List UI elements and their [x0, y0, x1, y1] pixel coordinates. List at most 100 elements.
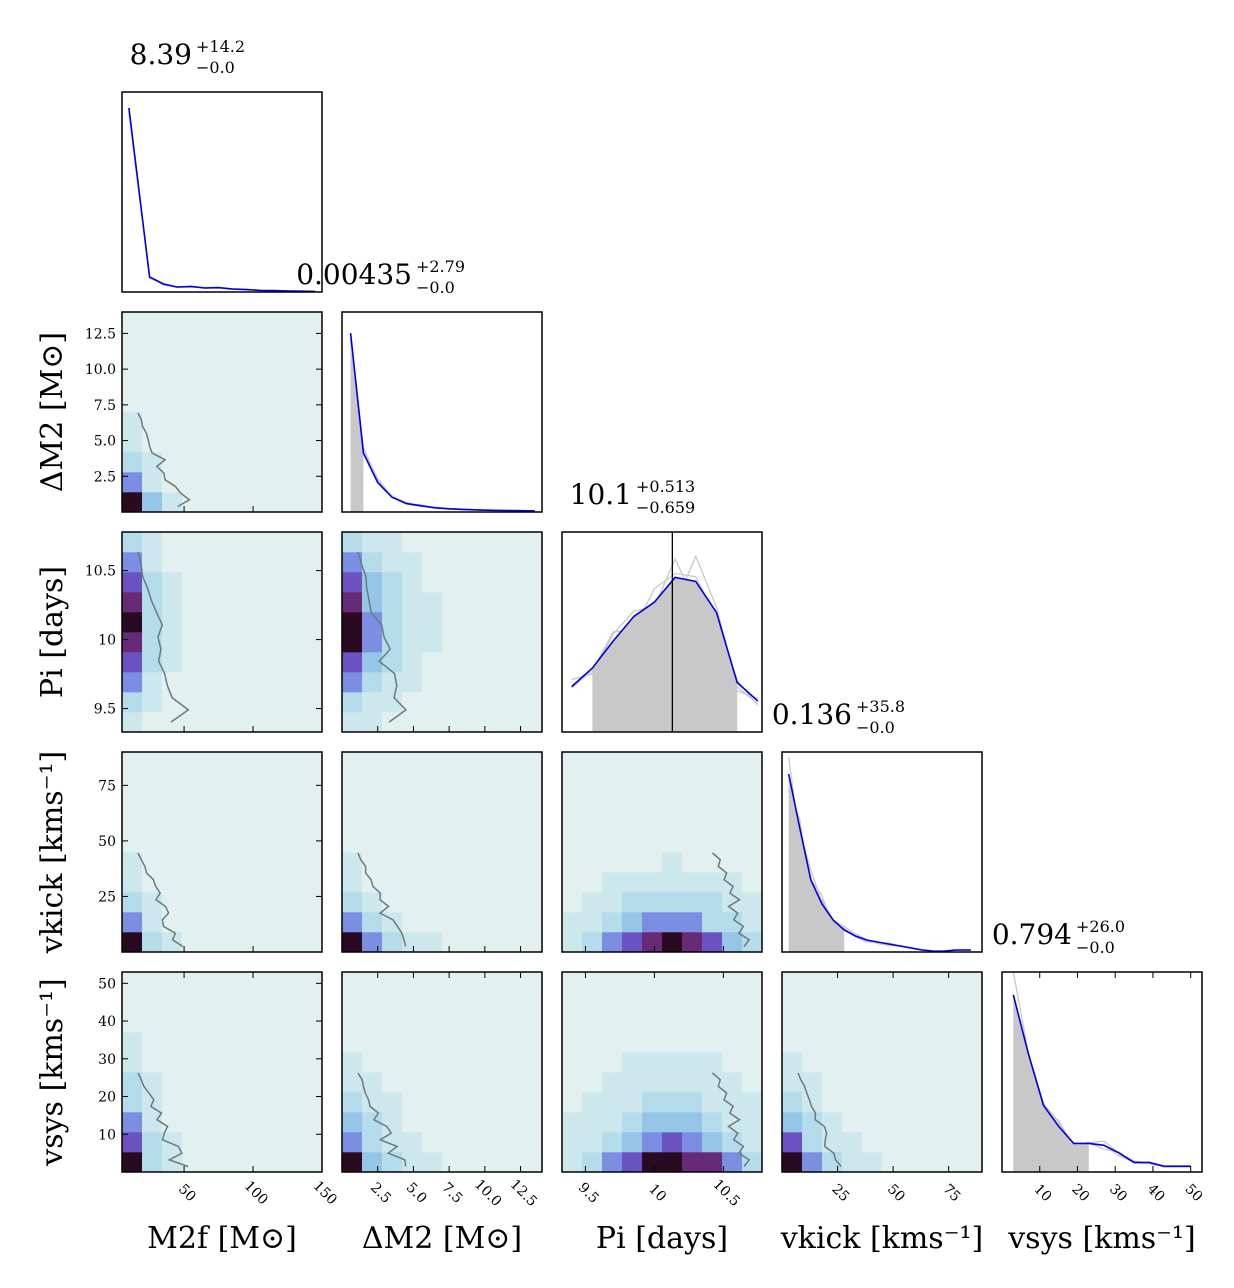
density-cell — [302, 352, 323, 373]
density-cell — [342, 1092, 363, 1113]
density-cell — [482, 552, 503, 573]
density-cell — [402, 1072, 423, 1093]
density-cell — [202, 872, 223, 893]
density-cell — [122, 1052, 143, 1073]
density-cell — [482, 812, 503, 833]
density-cell — [482, 1112, 503, 1133]
density-cell — [162, 792, 183, 813]
density-cell — [562, 812, 583, 833]
density-cell — [382, 972, 403, 993]
density-cell — [942, 1072, 963, 1093]
density-cell — [482, 592, 503, 613]
density-cell — [282, 572, 303, 593]
density-cell — [502, 672, 523, 693]
density-cell — [742, 1112, 763, 1133]
density-cell — [782, 1112, 803, 1133]
density-cell — [122, 872, 143, 893]
density-cell — [522, 592, 543, 613]
density-cell — [282, 492, 303, 513]
density-cell — [902, 1132, 923, 1153]
density-cell — [302, 432, 323, 453]
density-cell — [482, 1152, 503, 1173]
density-cell — [382, 1012, 403, 1033]
density-cell — [302, 532, 323, 553]
y-tick-label: 9.5 — [94, 702, 116, 718]
density-cell — [642, 992, 663, 1013]
density-cell — [182, 632, 203, 653]
density-cell — [302, 312, 323, 333]
density-cell — [442, 652, 463, 673]
density-cell — [522, 892, 543, 913]
density-cell — [882, 972, 903, 993]
panel-title-plus: +0.513 — [636, 477, 695, 496]
density-cell — [342, 972, 363, 993]
density-cell — [662, 852, 683, 873]
density-cell — [522, 1052, 543, 1073]
density-cell — [482, 872, 503, 893]
density-cell — [402, 592, 423, 613]
density-cell — [302, 1032, 323, 1053]
density-cell — [402, 712, 423, 733]
panel-title-minus: −0.0 — [856, 718, 895, 737]
density-cell — [662, 1052, 683, 1073]
density-cell — [742, 1092, 763, 1113]
density-cell — [122, 452, 143, 473]
density-cell — [642, 1092, 663, 1113]
density-cell — [202, 592, 223, 613]
density-cell — [742, 932, 763, 953]
density-cell — [222, 1012, 243, 1033]
density-cell — [342, 652, 363, 673]
density-cell — [282, 1052, 303, 1073]
density-cell — [422, 612, 443, 633]
density-cell — [202, 1112, 223, 1133]
density-cell — [122, 312, 143, 333]
density-cell — [122, 592, 143, 613]
density-cell — [262, 672, 283, 693]
density-cell — [462, 592, 483, 613]
density-cell — [922, 1092, 943, 1113]
density-cell — [182, 452, 203, 473]
y-tick-label: 30 — [98, 1052, 116, 1068]
density-cell — [582, 932, 603, 953]
density-cell — [582, 912, 603, 933]
density-cell — [422, 912, 443, 933]
density-cell — [422, 652, 443, 673]
density-cell — [442, 1112, 463, 1133]
density-cell — [302, 1092, 323, 1113]
panel-vsys-vsys: 0.794 +26.0 −0.0 10 20 30 40 50 vsys [kms⁻¹] — [992, 917, 1206, 1256]
density-cell — [822, 1072, 843, 1093]
density-cell — [862, 972, 883, 993]
density-cell — [302, 612, 323, 633]
density-cell — [262, 352, 283, 373]
density-cell — [142, 392, 163, 413]
density-cell — [422, 772, 443, 793]
density-cell — [722, 1072, 743, 1093]
density-cell — [442, 672, 463, 693]
density-cell — [222, 712, 243, 733]
contour-line — [797, 1072, 842, 1167]
density-cell — [802, 992, 823, 1013]
density-cell — [722, 1032, 743, 1053]
density-cell — [502, 1092, 523, 1113]
density-cell — [502, 1072, 523, 1093]
density-cell — [662, 772, 683, 793]
density-cell — [502, 1012, 523, 1033]
histogram-line — [349, 332, 535, 512]
density-cell — [242, 972, 263, 993]
density-cell — [422, 752, 443, 773]
density-cell — [682, 1032, 703, 1053]
density-cell — [242, 992, 263, 1013]
density-cell — [902, 1052, 923, 1073]
density-cell — [462, 1132, 483, 1153]
panel-frame — [1001, 971, 1203, 1173]
x-tick-label: 20 — [1068, 1181, 1092, 1205]
panel-dM2-dM2: 0.00435 +2.79 −0.0 — [296, 257, 543, 513]
density-cell — [582, 1112, 603, 1133]
density-cell — [682, 1112, 703, 1133]
density-cell — [482, 1052, 503, 1073]
density-cell — [482, 1132, 503, 1153]
density-cell — [302, 912, 323, 933]
density-cell — [442, 792, 463, 813]
density-cell — [902, 1152, 923, 1173]
